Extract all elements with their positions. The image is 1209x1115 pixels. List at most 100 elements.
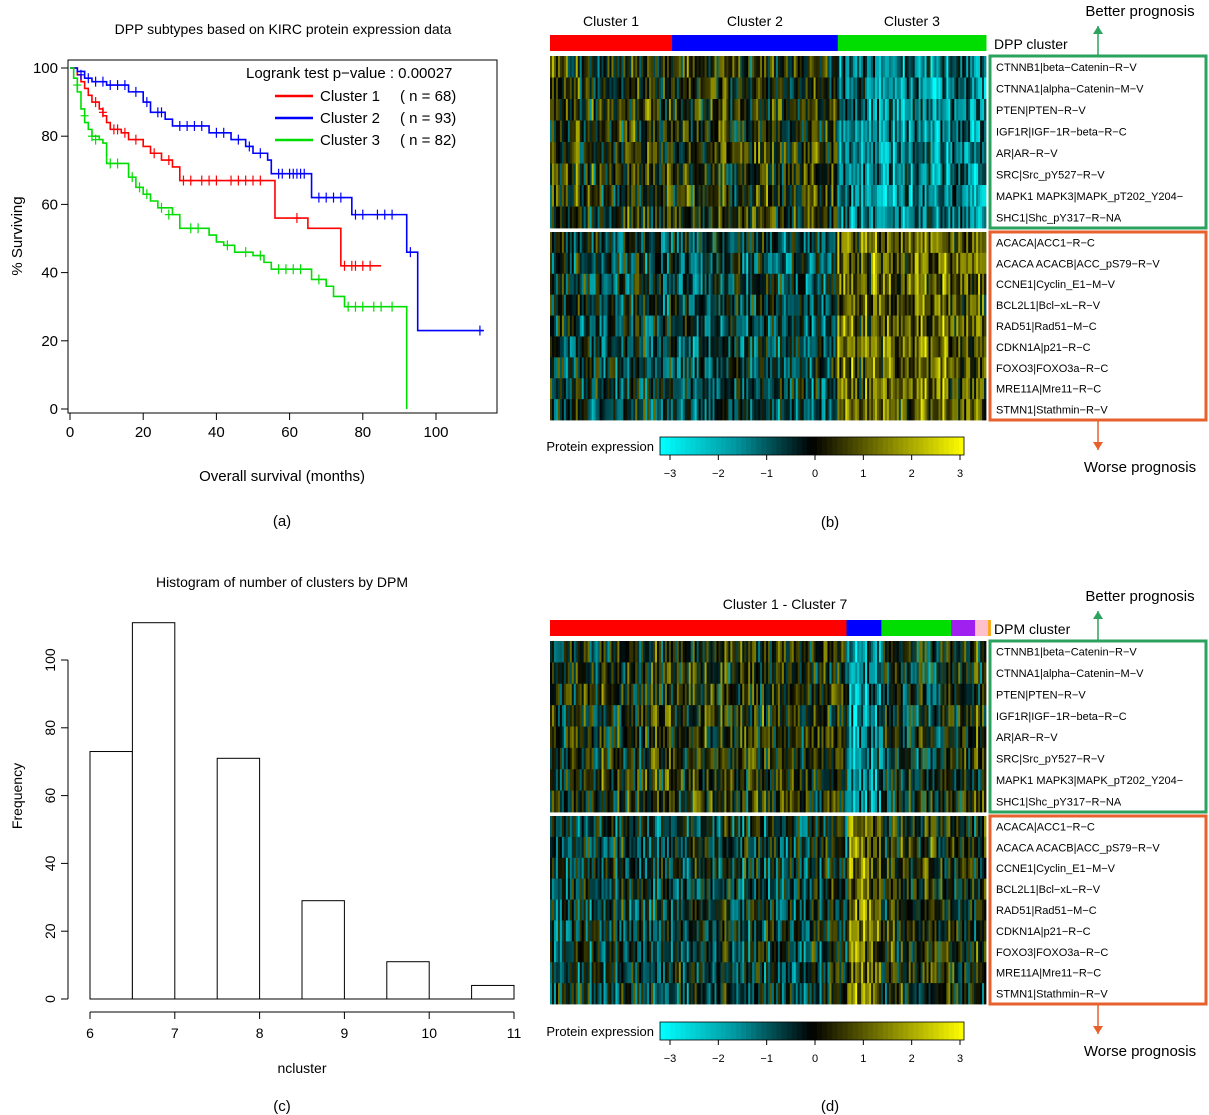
heat-cell — [631, 747, 634, 770]
heat-cell — [684, 206, 688, 229]
heat-cell — [962, 185, 965, 207]
heat-cell — [898, 399, 902, 421]
heat-cell — [865, 142, 868, 164]
heat-cell — [982, 163, 985, 186]
heat-cell — [920, 56, 923, 78]
heat-cell — [702, 273, 705, 296]
heat-cell — [724, 120, 727, 143]
heat-cell — [595, 56, 598, 78]
heat-cell — [553, 120, 557, 143]
heat-cell — [694, 662, 698, 685]
heat-cell — [601, 315, 604, 337]
heat-cell — [700, 206, 703, 229]
heat-cell — [738, 99, 741, 121]
heat-cell — [726, 232, 729, 254]
heat-cell — [573, 683, 577, 706]
heat-cell — [597, 99, 600, 121]
heat-cell — [702, 662, 705, 685]
heat-cell — [746, 662, 749, 685]
heat-cell — [645, 252, 648, 275]
heat-cell — [599, 399, 602, 421]
heat-cell — [664, 336, 668, 358]
heat-cell — [847, 378, 850, 400]
heat-cell — [597, 77, 600, 100]
heat-cell — [662, 185, 666, 207]
heat-cell — [575, 99, 579, 121]
heat-cell — [678, 99, 682, 121]
heat-cell — [577, 726, 581, 749]
heat-cell — [789, 56, 793, 78]
heat-cell — [623, 683, 626, 706]
heat-cell — [958, 56, 961, 78]
heat-cell — [716, 206, 719, 229]
heat-cell — [569, 120, 573, 143]
heat-cell — [762, 641, 765, 663]
heat-cell — [694, 726, 698, 749]
heat-cell — [599, 641, 602, 663]
heat-cell — [880, 336, 884, 358]
heat-cell — [882, 399, 886, 421]
heat-cell — [724, 399, 727, 421]
heat-cell — [835, 163, 838, 186]
heat-cell — [581, 273, 585, 296]
heat-cell — [571, 662, 575, 685]
heat-cell — [672, 336, 676, 358]
heat-cell — [769, 163, 773, 186]
heat-cell — [712, 726, 715, 749]
heat-cell — [855, 206, 858, 229]
heat-cell — [597, 399, 600, 421]
heat-cell — [662, 294, 666, 316]
heat-cell — [611, 399, 614, 421]
heat-cell — [686, 294, 690, 316]
heat-cell — [651, 315, 654, 337]
heat-cell — [912, 163, 916, 186]
heat-cell — [944, 99, 947, 121]
heat-cell — [659, 56, 662, 78]
heat-cell — [958, 77, 961, 100]
heat-cell — [886, 378, 890, 400]
heat-cell — [670, 790, 674, 813]
heat-cell — [869, 142, 872, 164]
heat-cell — [666, 399, 670, 421]
heat-cell — [878, 315, 882, 337]
heat-cell — [609, 252, 612, 275]
heat-cell — [571, 790, 575, 813]
heat-cell — [952, 120, 955, 143]
heat-cell — [599, 99, 602, 121]
heat-cell — [655, 232, 658, 254]
heat-cell — [573, 662, 577, 685]
heat-cell — [674, 790, 678, 813]
heat-cell — [877, 357, 880, 379]
heat-cell — [629, 252, 632, 275]
heat-cell — [573, 252, 577, 275]
heat-cell — [694, 790, 698, 813]
heat-cell — [873, 315, 876, 337]
heat-cell — [708, 120, 711, 143]
heat-cell — [918, 77, 921, 100]
heat-cell — [769, 726, 773, 749]
heat-cell — [589, 294, 593, 316]
heat-cell — [637, 206, 640, 229]
heat-cell — [567, 769, 571, 792]
heat-cell — [793, 206, 797, 229]
heat-cell — [550, 142, 553, 164]
heat-cell — [823, 56, 826, 78]
heat-cell — [764, 56, 767, 78]
heat-cell — [551, 120, 555, 143]
heat-cell — [555, 206, 559, 229]
heat-cell — [871, 273, 874, 296]
heat-cell — [918, 185, 921, 207]
heat-cell — [984, 56, 987, 78]
heat-cell — [823, 142, 826, 164]
heat-cell — [575, 120, 579, 143]
heat-cell — [563, 662, 567, 685]
heat-cell — [797, 357, 801, 379]
heat-cell — [764, 142, 767, 164]
heat-cell — [926, 77, 929, 100]
heat-cell — [551, 726, 555, 749]
heat-cell — [781, 206, 785, 229]
heat-cell — [732, 747, 735, 770]
heat-cell — [855, 142, 858, 164]
heat-cell — [740, 705, 743, 727]
